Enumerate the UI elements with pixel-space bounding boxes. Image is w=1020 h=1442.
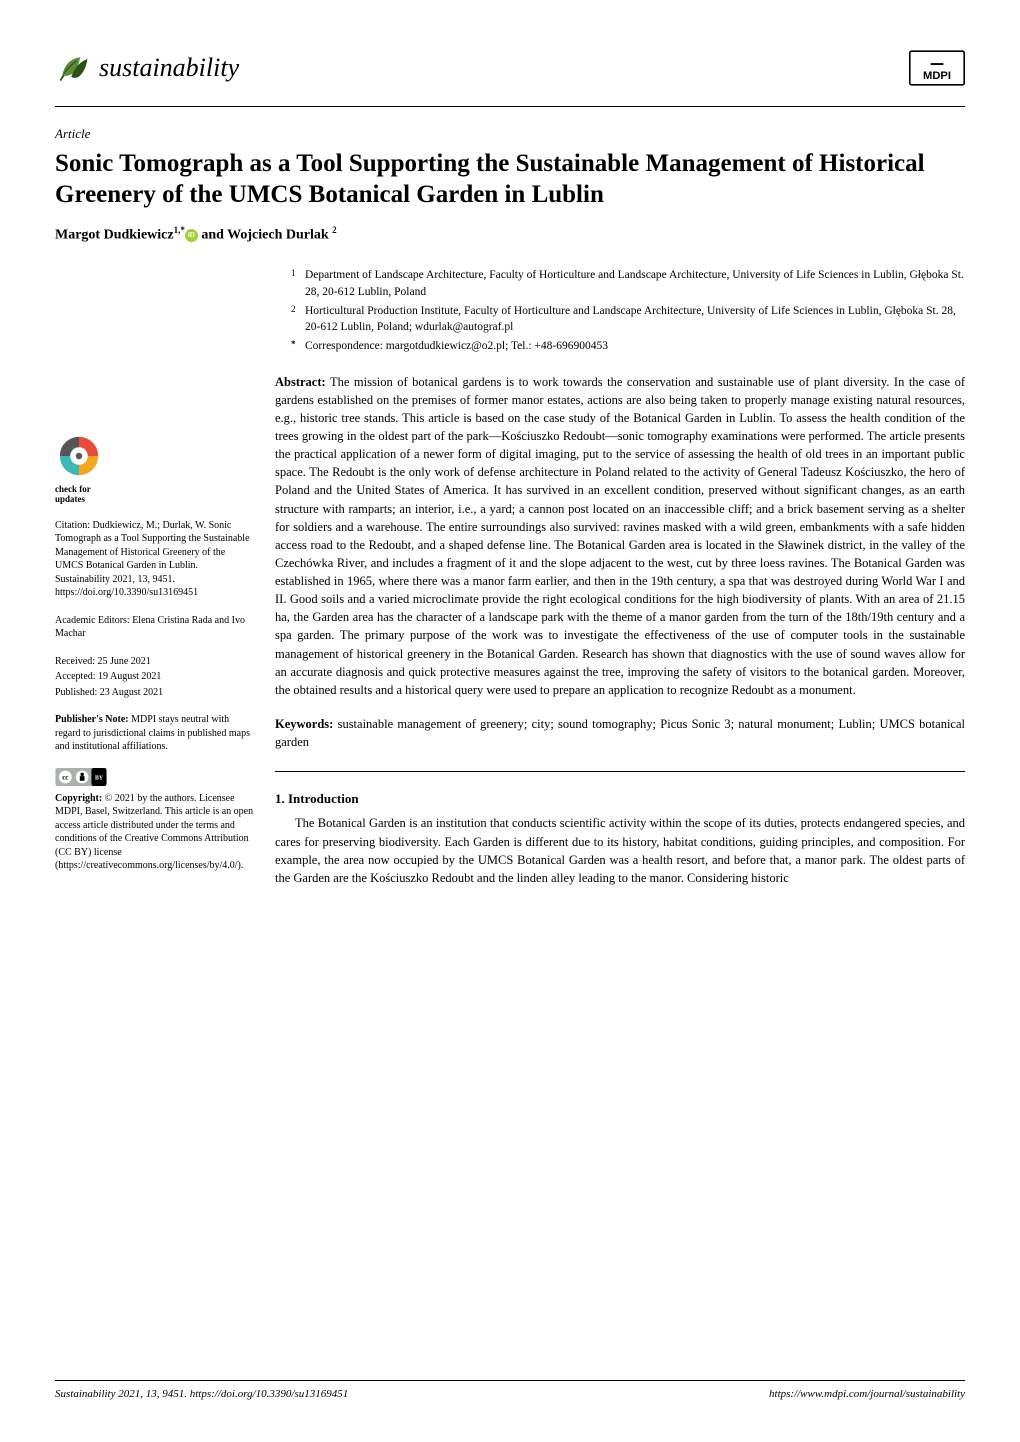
main-content: 1 Department of Landscape Architecture, … — [275, 267, 965, 887]
editors-block: Academic Editors: Elena Cristina Rada an… — [55, 614, 255, 641]
cc-by-icon: cc BY — [55, 768, 107, 786]
affiliation-2: 2 Horticultural Production Institute, Fa… — [291, 303, 965, 336]
affil-2-text: Horticultural Production Institute, Facu… — [305, 303, 965, 336]
citation-block: Citation: Dudkiewicz, M.; Durlak, W. Son… — [55, 519, 255, 600]
svg-text:MDPI: MDPI — [923, 70, 951, 82]
accepted-text: Accepted: 19 August 2021 — [55, 670, 255, 684]
svg-text:▬▬: ▬▬ — [931, 60, 944, 67]
footer-right[interactable]: https://www.mdpi.com/journal/sustainabil… — [769, 1387, 965, 1402]
page-header: sustainability ▬▬ MDPI — [55, 50, 965, 86]
corr-text: Correspondence: margotdudkiewicz@o2.pl; … — [305, 338, 608, 355]
svg-text:cc: cc — [62, 773, 68, 781]
received-text: Received: 25 June 2021 — [55, 655, 255, 669]
citation-text: Citation: Dudkiewicz, M.; Durlak, W. Son… — [55, 519, 255, 600]
author-and: and Wojciech Durlak — [198, 228, 332, 243]
orcid-icon[interactable] — [185, 229, 198, 242]
affiliation-1: 1 Department of Landscape Architecture, … — [291, 267, 965, 300]
svg-text:BY: BY — [95, 775, 104, 781]
abstract-label: Abstract: — [275, 375, 326, 389]
keywords-label: Keywords: — [275, 717, 333, 731]
cc-license-icons: cc BY — [55, 768, 255, 786]
abstract: Abstract: The mission of botanical garde… — [275, 373, 965, 699]
publishers-note-block: Publisher's Note: MDPI stays neutral wit… — [55, 713, 255, 754]
content-wrapper: check forupdates Citation: Dudkiewicz, M… — [55, 267, 965, 887]
affil-1-text: Department of Landscape Architecture, Fa… — [305, 267, 965, 300]
leaf-icon — [55, 50, 91, 86]
abstract-text: The mission of botanical gardens is to w… — [275, 375, 965, 697]
sidebar: check forupdates Citation: Dudkiewicz, M… — [55, 267, 255, 887]
section-1-body: The Botanical Garden is an institution t… — [275, 814, 965, 887]
affiliations: 1 Department of Landscape Architecture, … — [275, 267, 965, 354]
copyright-text: © 2021 by the authors. Licensee MDPI, Ba… — [55, 793, 253, 872]
corr-num: * — [291, 339, 296, 349]
article-title: Sonic Tomograph as a Tool Supporting the… — [55, 148, 965, 211]
journal-name: sustainability — [99, 50, 239, 86]
author-1: Margot Dudkiewicz — [55, 228, 174, 243]
section-1-heading: 1. Introduction — [275, 790, 965, 808]
page-footer: Sustainability 2021, 13, 9451. https://d… — [55, 1380, 965, 1402]
footer-left: Sustainability 2021, 13, 9451. https://d… — [55, 1387, 348, 1402]
published-text: Published: 23 August 2021 — [55, 686, 255, 700]
affil-1-num: 1 — [291, 268, 296, 278]
keywords: Keywords: sustainable management of gree… — [275, 715, 965, 751]
author-2-sup: 2 — [332, 225, 337, 235]
article-type: Article — [55, 125, 965, 143]
check-updates-label: check forupdates — [55, 485, 255, 505]
dates-block: Received: 25 June 2021 Accepted: 19 Augu… — [55, 655, 255, 700]
section-divider — [275, 771, 965, 772]
license-block: cc BY Copyright: © 2021 by the authors. … — [55, 768, 255, 873]
affil-2-num: 2 — [291, 304, 296, 314]
editors-text: Academic Editors: Elena Cristina Rada an… — [55, 614, 255, 641]
header-divider — [55, 106, 965, 107]
authors-line: Margot Dudkiewicz1,* and Wojciech Durlak… — [55, 224, 965, 245]
keywords-text: sustainable management of greenery; city… — [275, 717, 965, 749]
mdpi-logo: ▬▬ MDPI — [909, 50, 965, 86]
sidebar-spacer — [55, 267, 255, 432]
correspondence: * Correspondence: margotdudkiewicz@o2.pl… — [291, 338, 965, 355]
journal-logo: sustainability — [55, 50, 239, 86]
check-updates-badge[interactable]: check forupdates — [55, 432, 255, 504]
